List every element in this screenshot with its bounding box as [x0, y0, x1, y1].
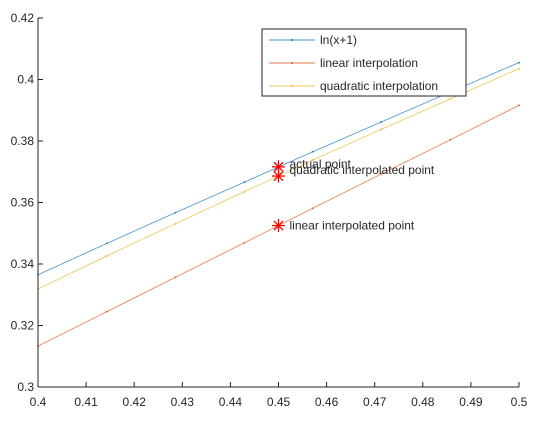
series-2-point-1 [105, 255, 108, 257]
series-2-point-6 [449, 97, 452, 100]
legend: ln(x+1) linear interpolation quadratic int… [261, 28, 467, 97]
y-tick-label-4: 0.38 [11, 134, 35, 148]
series-1-point-4 [311, 207, 314, 210]
x-tick-label-4: 0.44 [219, 395, 243, 409]
x-tick-label-6: 0.46 [315, 395, 339, 409]
legend-label-1: linear interpolation [320, 56, 418, 70]
y-tick-label-2: 0.34 [11, 257, 35, 271]
highlight-point-2 [272, 219, 285, 233]
series-0-point-1 [105, 242, 108, 245]
series-1-point-6 [449, 138, 452, 141]
y-tick-label-6: 0.42 [11, 11, 35, 25]
series-1-point-3 [243, 241, 246, 244]
annotation-label-2: linear interpolated point [290, 219, 415, 233]
series-1-point-1 [105, 310, 108, 313]
highlight-point-2-stroke-3 [273, 220, 284, 231]
series-2-point-4 [311, 159, 314, 161]
x-tick-label-10: 0.5 [511, 395, 528, 409]
legend-label-0: ln(x+1) [320, 33, 357, 47]
legend-marker-1 [291, 62, 293, 64]
series-2-point-7 [518, 67, 520, 70]
x-tick-label-3: 0.43 [171, 395, 195, 409]
legend-label-2: quadratic interpolation [320, 79, 438, 93]
y-tick-label-3: 0.36 [11, 196, 35, 210]
series-2-point-5 [380, 128, 383, 131]
highlight-point-0-stroke-3 [273, 161, 284, 172]
x-tick-label-5: 0.45 [267, 395, 291, 409]
series-1-point-2 [174, 276, 177, 279]
x-tick-label-0: 0.4 [30, 395, 47, 409]
x-tick-label-8: 0.48 [411, 395, 435, 409]
series-0-point-3 [243, 181, 246, 184]
legend-marker-0 [291, 39, 293, 41]
x-tick-label-1: 0.41 [74, 395, 98, 409]
axes: 0.4 0.41 0.42 0.43 0.44 0.45 0.46 0.47 0.48 0.49 0… [11, 11, 528, 409]
series-1-point-5 [380, 173, 383, 175]
legend-marker-2 [291, 85, 293, 87]
x-tick-label-9: 0.49 [459, 395, 483, 409]
series-1-point-7 [518, 104, 520, 107]
y-tick-label-0: 0.3 [17, 380, 34, 394]
series-0-point-7 [518, 61, 520, 64]
series-0-point-4 [311, 150, 314, 153]
y-tick-label-1: 0.32 [11, 319, 35, 333]
annotation-label-0: actual point [290, 157, 352, 171]
annotation-label-1: quadratic interpolated point [290, 163, 435, 177]
x-tick-label-7: 0.47 [363, 395, 387, 409]
series-2-point-2 [174, 222, 177, 225]
x-tick-label-2: 0.42 [123, 395, 147, 409]
y-tick-label-5: 0.4 [17, 73, 34, 87]
series-0-point-2 [174, 211, 177, 214]
series-0-point-5 [380, 121, 383, 123]
highlight-point-1-stroke-3 [273, 170, 284, 182]
series-2-point-3 [243, 190, 246, 193]
highlight-point-1 [272, 169, 285, 183]
